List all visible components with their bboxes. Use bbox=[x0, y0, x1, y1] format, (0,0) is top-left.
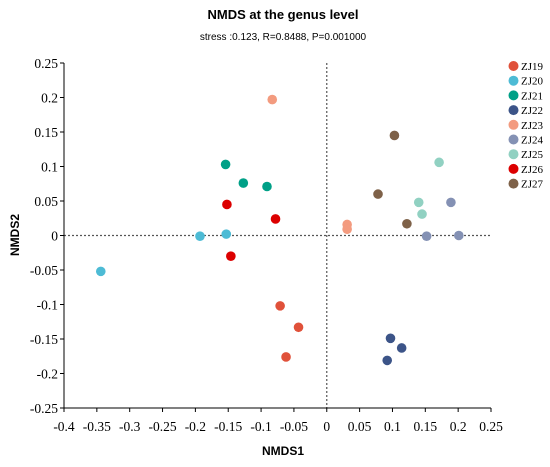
y-tick-label: 0.25 bbox=[34, 56, 58, 71]
data-point-zj20 bbox=[221, 229, 232, 239]
x-tick-label: -0.4 bbox=[53, 419, 75, 434]
legend-marker-zj25 bbox=[508, 149, 519, 160]
y-tick-label: -0.1 bbox=[37, 298, 58, 313]
data-point-zj21 bbox=[262, 181, 272, 192]
chart-subtitle: stress :0.123, R=0.8488, P=0.001000 bbox=[200, 32, 367, 43]
legend-marker-zj27 bbox=[508, 178, 519, 189]
x-axis-title: NMDS1 bbox=[262, 444, 304, 458]
legend-label-zj22: ZJ22 bbox=[521, 105, 543, 117]
legend-label-zj20: ZJ20 bbox=[521, 76, 544, 88]
data-point-zj26 bbox=[270, 214, 281, 224]
data-point-zj19 bbox=[275, 301, 285, 311]
x-tick-label: 0.1 bbox=[384, 419, 401, 434]
data-point-zj23 bbox=[342, 224, 352, 235]
legend-marker-zj21 bbox=[508, 90, 519, 101]
data-point-zj25 bbox=[417, 209, 427, 219]
x-tick-label: -0.05 bbox=[280, 419, 308, 434]
x-tick-label: -0.25 bbox=[148, 419, 176, 434]
data-point-zj21 bbox=[238, 178, 249, 188]
y-tick-label: -0.25 bbox=[30, 401, 58, 416]
x-tick-label: -0.15 bbox=[214, 419, 242, 434]
data-point-zj24 bbox=[421, 231, 432, 241]
data-point-zj25 bbox=[434, 157, 444, 168]
legend-marker-zj23 bbox=[508, 119, 519, 130]
legend-label-zj19: ZJ19 bbox=[521, 61, 544, 73]
x-tick-label: -0.3 bbox=[119, 419, 141, 434]
y-tick-label: -0.05 bbox=[30, 263, 58, 278]
x-tick-label: 0.15 bbox=[413, 419, 437, 434]
legend-label-zj26: ZJ26 bbox=[521, 164, 544, 176]
data-point-zj27 bbox=[389, 130, 400, 141]
legend-marker-zj20 bbox=[508, 75, 519, 86]
y-axis-title: NMDS2 bbox=[8, 214, 22, 256]
data-point-zj26 bbox=[226, 251, 236, 261]
data-point-zj26 bbox=[222, 199, 232, 210]
data-point-zj27 bbox=[402, 218, 412, 229]
y-tick-label: 0.2 bbox=[41, 91, 58, 106]
x-tick-label: 0.25 bbox=[479, 419, 503, 434]
legend-marker-zj24 bbox=[508, 134, 519, 145]
y-tick-label: -0.15 bbox=[30, 332, 58, 347]
data-point-zj20 bbox=[195, 231, 205, 241]
legend: ZJ19 ZJ20 ZJ21 ZJ22 ZJ23 ZJ24 ZJ25 ZJ26 ZJ27 bbox=[508, 61, 544, 191]
legend-label-zj21: ZJ21 bbox=[521, 90, 543, 102]
x-tick-label: 0 bbox=[323, 419, 330, 434]
data-point-zj20 bbox=[95, 266, 106, 277]
legend-label-zj24: ZJ24 bbox=[521, 135, 544, 147]
data-point-zj21 bbox=[220, 159, 231, 170]
data-point-zj22 bbox=[396, 343, 407, 353]
x-tick-label: -0.1 bbox=[250, 419, 271, 434]
points-layer bbox=[95, 94, 464, 366]
axes-layer: -0.4 -0.35 -0.3 -0.25 -0.2 -0.15 -0.1 -0.05 0 0.0… bbox=[30, 56, 503, 434]
legend-marker-zj22 bbox=[508, 105, 519, 116]
x-tick-label: -0.35 bbox=[83, 419, 111, 434]
legend-marker-zj26 bbox=[508, 163, 519, 174]
x-tick-label: -0.2 bbox=[185, 419, 206, 434]
chart-title: NMDS at the genus level bbox=[208, 7, 359, 22]
x-tick-label: 0.2 bbox=[450, 419, 467, 434]
y-tick-label: 0.1 bbox=[41, 160, 58, 175]
data-point-zj23 bbox=[267, 94, 278, 105]
data-point-zj24 bbox=[446, 197, 456, 208]
data-point-zj19 bbox=[293, 322, 304, 333]
x-tick-label: 0.05 bbox=[348, 419, 372, 434]
data-point-zj24 bbox=[454, 230, 464, 241]
y-tick-label: -0.2 bbox=[37, 367, 58, 382]
y-tick-label: 0.15 bbox=[34, 125, 58, 140]
legend-label-zj25: ZJ25 bbox=[521, 149, 544, 161]
data-point-zj19 bbox=[281, 352, 291, 362]
y-tick-label: 0.05 bbox=[34, 194, 58, 209]
legend-label-zj23: ZJ23 bbox=[521, 120, 544, 132]
data-point-zj22 bbox=[382, 355, 393, 366]
data-point-zj22 bbox=[385, 333, 396, 344]
data-point-zj25 bbox=[413, 197, 424, 208]
data-point-zj27 bbox=[373, 189, 383, 199]
legend-label-zj27: ZJ27 bbox=[521, 179, 544, 191]
y-tick-label: 0 bbox=[51, 229, 58, 244]
legend-marker-zj19 bbox=[508, 61, 519, 71]
